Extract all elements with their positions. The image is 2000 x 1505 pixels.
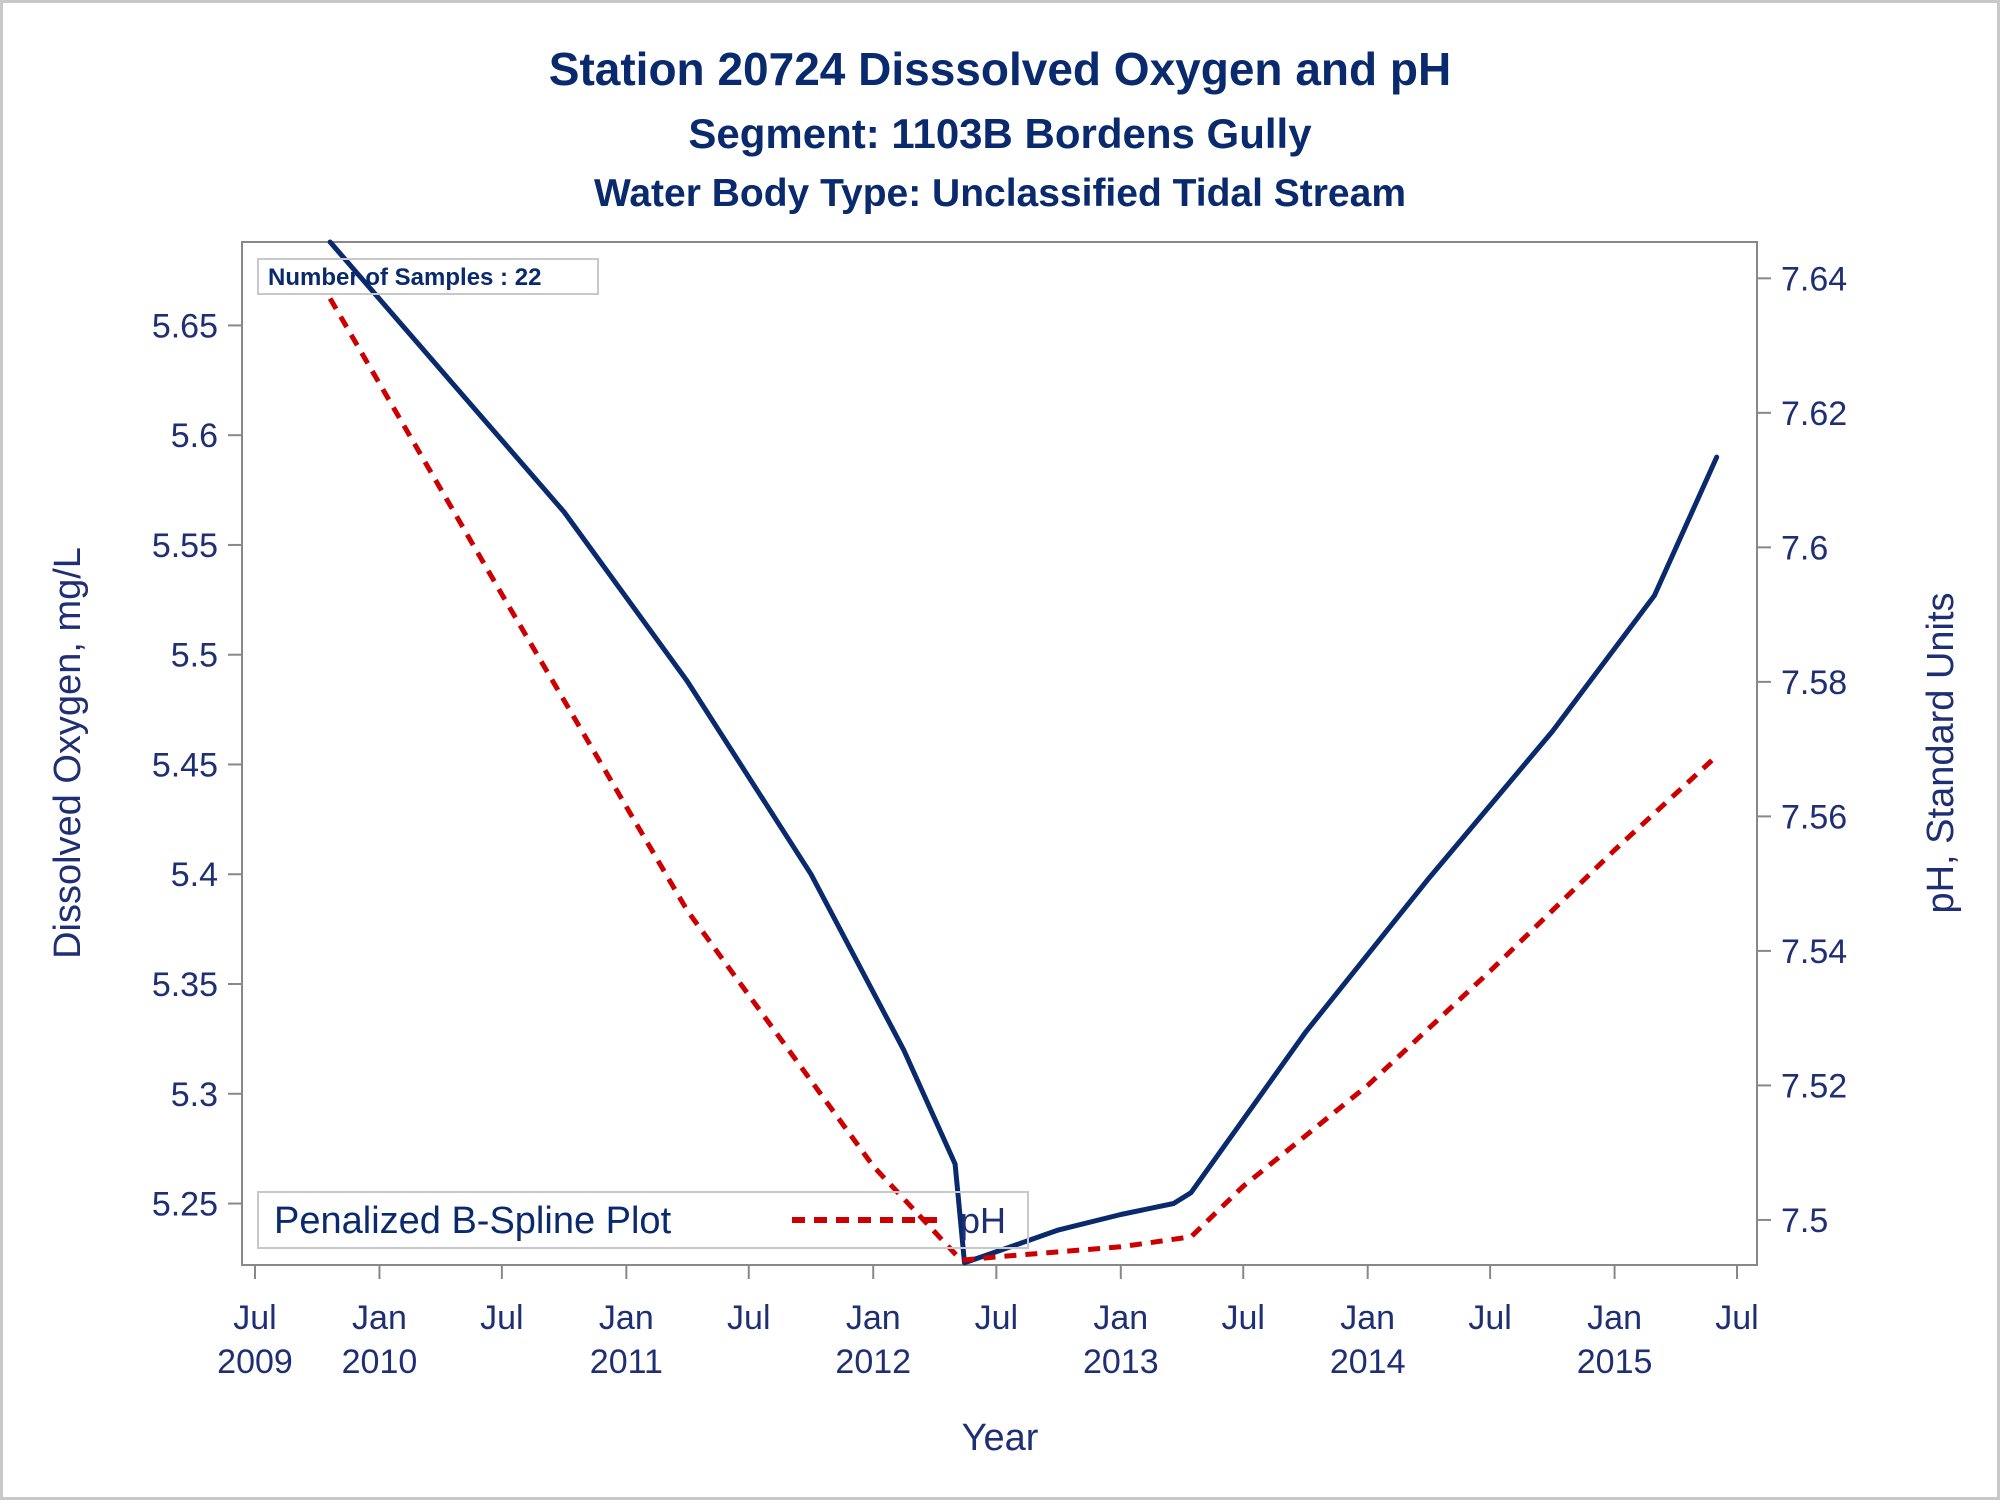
x-axis-label: Year [962, 1417, 1039, 1459]
y-right-tick-label: 7.5 [1781, 1202, 1828, 1240]
legend-frame [257, 1191, 1029, 1249]
y-left-tick-label: 5.55 [152, 527, 218, 565]
x-tick-label: Jan [846, 1299, 901, 1337]
chart-subtitle-2: Water Body Type: Unclassified Tidal Stre… [594, 172, 1406, 215]
legend: Penalized B-Spline Plot pH [257, 1191, 1029, 1249]
chart-subtitle: Segment: 1103B Bordens Gully [688, 110, 1312, 157]
y-left-tick-label: 5.5 [171, 637, 218, 675]
y-axis-left: 5.25 5.3 5.35 5.4 5.45 5.5 5.55 5.6 5.65 [152, 307, 242, 1224]
x-tick-label: Jan [352, 1299, 407, 1337]
chart-title: Station 20724 Disssolved Oxygen and pH [549, 43, 1451, 95]
y-left-tick-label: 5.35 [152, 966, 218, 1004]
y-left-tick-label: 5.4 [171, 856, 218, 894]
y-left-tick-label: 5.45 [152, 746, 218, 784]
x-tick-label: Jan [1093, 1299, 1148, 1337]
x-tick-label: Jul [480, 1299, 523, 1337]
annotation-frame [257, 258, 599, 295]
x-tick-label: Jul [1221, 1299, 1264, 1337]
y-right-tick-label: 7.58 [1781, 664, 1847, 702]
y-axis-right: 7.5 7.52 7.54 7.56 7.58 7.6 7.62 7.64 [1757, 260, 1847, 1240]
y-axis-right-label: pH, Standard Units [1920, 592, 1962, 913]
y-right-tick-label: 7.56 [1781, 798, 1847, 836]
x-tick-label: Jan [1587, 1299, 1642, 1337]
y-right-tick-label: 7.62 [1781, 395, 1847, 433]
x-tick-label: Jan [1340, 1299, 1395, 1337]
legend-title: Penalized B-Spline Plot [274, 1200, 672, 1242]
y-left-tick-label: 5.65 [152, 307, 218, 345]
ph-series-line [327, 297, 1719, 1263]
y-right-tick-label: 7.52 [1781, 1067, 1847, 1105]
y-right-tick-label: 7.6 [1781, 529, 1828, 567]
annotation-box: Number of Samples : 22 [257, 258, 599, 295]
legend-label-ph: pH [960, 1200, 1006, 1241]
y-left-tick-label: 5.25 [152, 1186, 218, 1224]
x-tick-year-label: 2013 [1083, 1343, 1159, 1381]
x-tick-year-label: 2014 [1330, 1343, 1406, 1381]
x-tick-label: Jul [1715, 1299, 1758, 1337]
y-right-tick-label: 7.64 [1781, 260, 1847, 298]
x-tick-label: Jul [1468, 1299, 1511, 1337]
x-tick-label: Jul [727, 1299, 770, 1337]
sample-count-annotation: Number of Samples : 22 [268, 264, 541, 291]
x-axis: Jul 2009 Jan 2010 Jul Jan 2011 Jul Jan 2012 Jul Jan… [217, 1264, 1759, 1381]
x-tick-year-label: 2009 [217, 1343, 293, 1381]
x-tick-label: Jul [975, 1299, 1018, 1337]
y-axis-left-label: Dissolved Oxygen, mg/L [47, 547, 89, 959]
y-right-tick-label: 7.54 [1781, 933, 1847, 971]
x-tick-label: Jul [233, 1299, 276, 1337]
x-tick-label: Jan [599, 1299, 654, 1337]
x-tick-year-label: 2010 [342, 1343, 418, 1381]
y-left-tick-label: 5.3 [171, 1076, 218, 1114]
y-left-tick-label: 5.6 [171, 417, 218, 455]
x-tick-year-label: 2012 [835, 1343, 911, 1381]
x-tick-year-label: 2011 [590, 1343, 663, 1381]
x-tick-year-label: 2015 [1577, 1343, 1653, 1381]
